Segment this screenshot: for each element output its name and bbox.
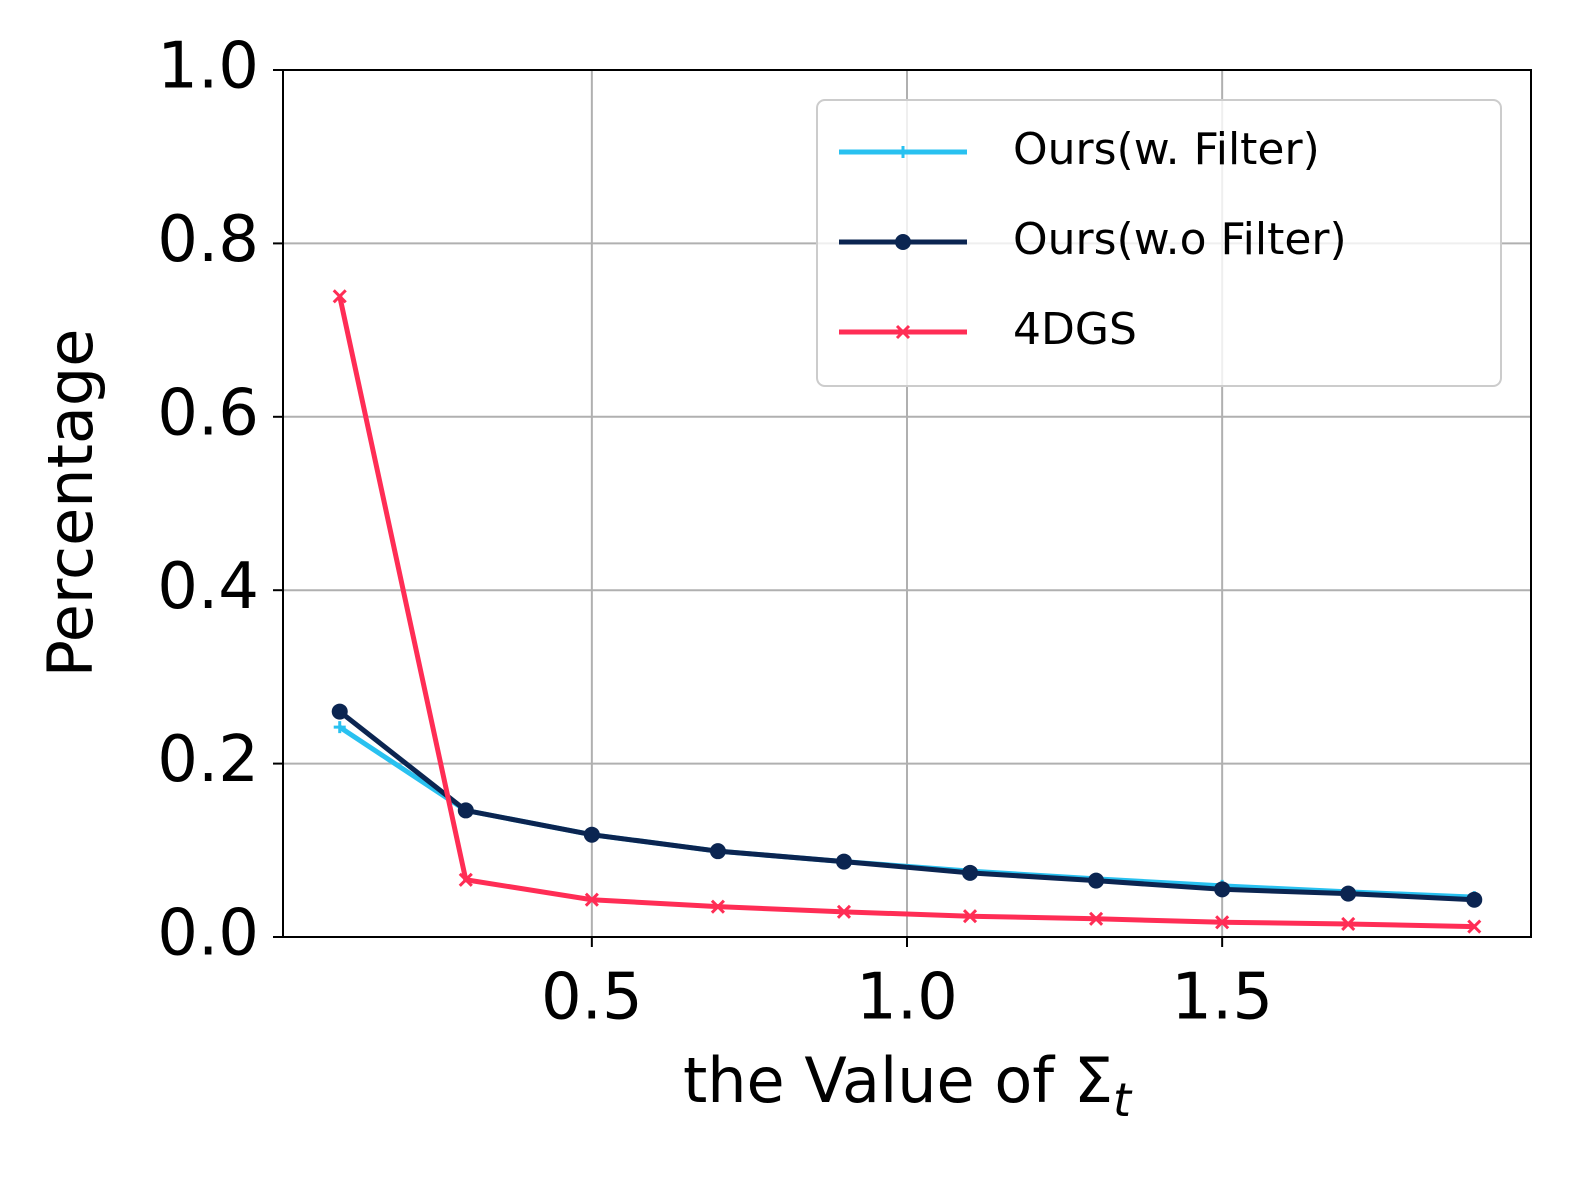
marker — [583, 826, 600, 843]
marker — [710, 899, 725, 914]
plot-frame — [282, 69, 1532, 938]
legend: Ours(w. Filter) Ours(w.o Filter) 4DGS — [816, 99, 1502, 387]
marker — [962, 909, 978, 924]
marker — [836, 904, 852, 919]
legend-label: Ours(w. Filter) — [1013, 124, 1320, 175]
legend-box — [816, 99, 1502, 387]
y-tick-label: 1.0 — [157, 30, 259, 104]
marker — [1088, 872, 1105, 889]
marker — [331, 703, 348, 720]
series — [332, 289, 1482, 934]
x-tick-label: 1.0 — [856, 961, 958, 1035]
marker — [1466, 891, 1483, 908]
marker — [1467, 919, 1482, 934]
line — [337, 295, 1475, 930]
marker — [1214, 881, 1231, 898]
marker — [332, 289, 347, 304]
marker — [835, 853, 852, 870]
y-tick-label: 0.6 — [157, 376, 259, 450]
marker — [1215, 915, 1230, 930]
y-tick-label: 0.4 — [157, 550, 259, 624]
marker — [584, 892, 599, 907]
y-axis-label: Percentage — [34, 329, 107, 678]
legend-label: 4DGS — [1013, 304, 1137, 355]
y-tick-label: 0.2 — [157, 723, 259, 797]
marker — [1089, 911, 1104, 926]
marker — [895, 234, 911, 250]
series — [331, 703, 1483, 908]
x-tick-label: 1.5 — [1171, 961, 1273, 1035]
legend-label: Ours(w.o Filter) — [1013, 214, 1347, 265]
x-axis-label-main: the Value of Σ — [683, 1044, 1113, 1117]
marker — [897, 146, 909, 158]
y-tick-label: 0.8 — [157, 203, 259, 277]
y-tick-label: 0.0 — [157, 897, 259, 971]
marker — [457, 802, 474, 819]
marker — [895, 324, 911, 340]
marker — [333, 721, 346, 734]
x-tick-label: 0.5 — [541, 961, 643, 1035]
x-axis-label-subscript: t — [1113, 1073, 1133, 1127]
line — [338, 709, 1475, 903]
marker — [1340, 885, 1357, 902]
marker — [962, 864, 979, 881]
marker — [1341, 916, 1356, 932]
x-axis-label: the Value of Σt — [683, 1044, 1133, 1126]
marker — [709, 843, 726, 860]
marker — [458, 872, 473, 887]
